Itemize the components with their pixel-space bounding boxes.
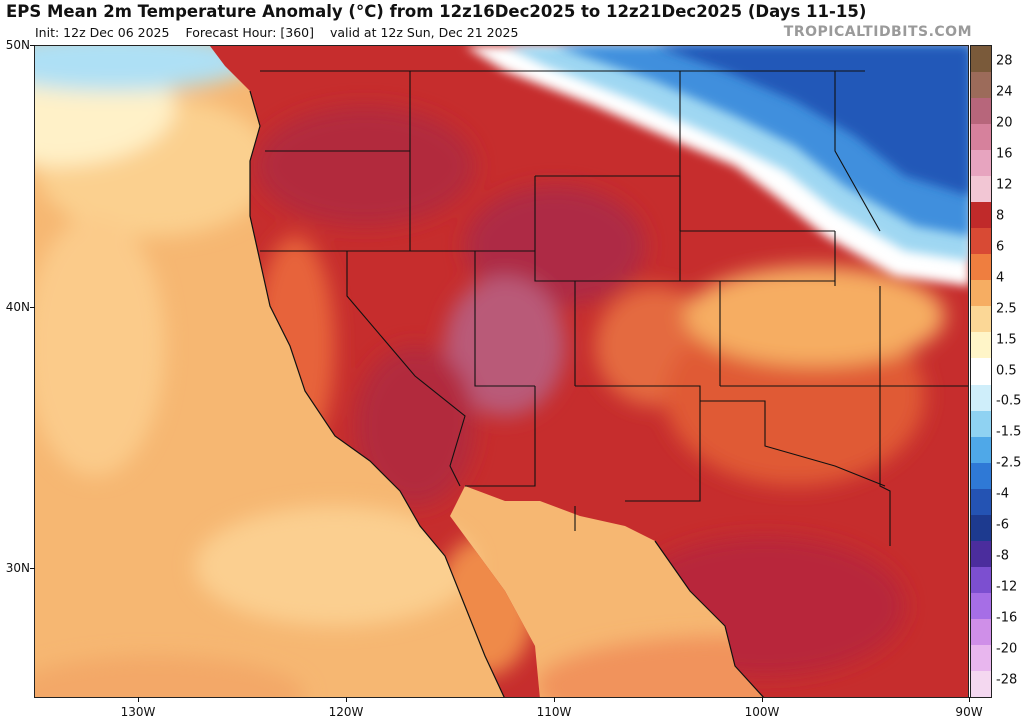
colorbar-segment xyxy=(971,514,991,542)
lon-tick-110w xyxy=(554,697,555,702)
gulf-coastline xyxy=(654,540,764,697)
colorbar-segment xyxy=(971,436,991,464)
colorbar-segment xyxy=(971,618,991,646)
colorbar-label: -12 xyxy=(996,579,1018,595)
lat-label-50n: 50N xyxy=(5,38,30,52)
colorbar-segment xyxy=(971,410,991,438)
colorbar-segment xyxy=(971,306,991,333)
colorbar-label: 4 xyxy=(996,270,1005,286)
colorbar-segment xyxy=(971,670,991,698)
lon-label-120w: 120W xyxy=(328,705,364,719)
colorbar-segment xyxy=(971,98,991,125)
colorbar-segment xyxy=(971,592,991,620)
colorbar-label: 20 xyxy=(996,115,1013,131)
colorbar-segment xyxy=(971,124,991,151)
colorbar-segment xyxy=(971,46,991,73)
colorbar-label: 24 xyxy=(996,84,1013,100)
forecast-hour: Forecast Hour: [360] xyxy=(185,25,315,40)
lon-tick-90w xyxy=(969,697,970,702)
lat-label-30n: 30N xyxy=(5,561,30,575)
lon-tick-100w xyxy=(762,697,763,702)
colorbar-label: -0.5 xyxy=(996,393,1022,409)
colorbar-segment xyxy=(971,332,991,359)
init-time: Init: 12z Dec 06 2025 xyxy=(35,25,170,40)
state-boundaries xyxy=(260,70,968,546)
pacific-coastline xyxy=(249,90,505,697)
chart-subtitle: Init: 12z Dec 06 2025 Forecast Hour: [36… xyxy=(35,25,530,40)
lon-label-110w: 110W xyxy=(536,705,572,719)
lat-tick-50n xyxy=(30,45,35,46)
lon-tick-130w xyxy=(138,697,139,702)
colorbar-label: 2.5 xyxy=(996,301,1017,317)
lat-tick-30n xyxy=(30,568,35,569)
lat-label-40n: 40N xyxy=(5,300,30,314)
colorbar-segment xyxy=(971,644,991,672)
colorbar-segment xyxy=(971,488,991,516)
colorbar-segment xyxy=(971,72,991,99)
colorbar-label: -1.5 xyxy=(996,424,1022,440)
colorbar-segment xyxy=(971,176,991,203)
colorbar-label: 12 xyxy=(996,177,1013,193)
anomaly-map xyxy=(34,45,969,698)
colorbar-label: 0.5 xyxy=(996,363,1017,378)
lon-label-90w: 90W xyxy=(955,705,983,719)
colorbar-segment xyxy=(971,540,991,568)
colorbar-label: -20 xyxy=(996,641,1018,657)
colorbar-label: 16 xyxy=(996,146,1013,162)
colorbar-label: -28 xyxy=(996,672,1018,688)
colorbar xyxy=(970,45,992,698)
colorbar-label: 8 xyxy=(996,208,1005,224)
colorbar-label: -8 xyxy=(996,548,1009,564)
colorbar-segment xyxy=(971,358,991,385)
valid-time: valid at 12z Sun, Dec 21 2025 xyxy=(330,25,519,40)
colorbar-segment xyxy=(971,566,991,594)
colorbar-label: -4 xyxy=(996,486,1009,502)
colorbar-segment xyxy=(971,254,991,281)
colorbar-segment xyxy=(971,150,991,177)
ocean-patches xyxy=(35,46,935,697)
colorbar-label: -6 xyxy=(996,517,1009,533)
chart-title: EPS Mean 2m Temperature Anomaly (°C) fro… xyxy=(6,2,867,21)
lon-label-100w: 100W xyxy=(744,705,780,719)
colorbar-label: -2.5 xyxy=(996,455,1022,471)
lat-tick-40n xyxy=(30,307,35,308)
colorbar-label: -16 xyxy=(996,610,1018,626)
colorbar-segment xyxy=(971,228,991,255)
brand-watermark: TROPICALTIDBITS.COM xyxy=(783,24,972,40)
colorbar-segment xyxy=(971,280,991,307)
colorbar-label: 6 xyxy=(996,239,1005,255)
colorbar-segment xyxy=(971,462,991,490)
colorbar-label: 1.5 xyxy=(996,332,1017,348)
colorbar-segment xyxy=(971,384,991,412)
colorbar-segment xyxy=(971,202,991,229)
map-canvas xyxy=(35,46,968,697)
lon-label-130w: 130W xyxy=(120,705,156,719)
colorbar-label: 28 xyxy=(996,53,1013,69)
lon-tick-120w xyxy=(346,697,347,702)
